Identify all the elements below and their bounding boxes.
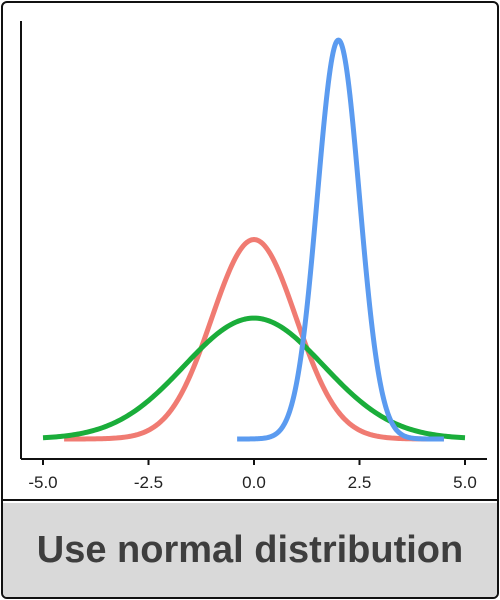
density-curves <box>42 37 466 442</box>
density-chart: -5.0 -2.5 0.0 2.5 5.0 <box>20 21 487 492</box>
card-divider <box>3 499 497 501</box>
x-tick-label: 2.5 <box>348 473 372 492</box>
button-label: Use normal distribution <box>36 528 464 571</box>
x-tick-label: -2.5 <box>134 473 163 492</box>
density-curve-3 <box>235 37 446 442</box>
density-curve-1 <box>63 237 445 442</box>
x-tick-label: 0.0 <box>242 473 266 492</box>
x-ticks: -5.0 -2.5 0.0 2.5 5.0 <box>28 459 477 492</box>
density-curve-2 <box>42 315 466 441</box>
use-normal-distribution-button[interactable]: Use normal distribution <box>3 503 497 597</box>
x-tick-label: 5.0 <box>453 473 477 492</box>
x-tick-label: -5.0 <box>28 473 57 492</box>
